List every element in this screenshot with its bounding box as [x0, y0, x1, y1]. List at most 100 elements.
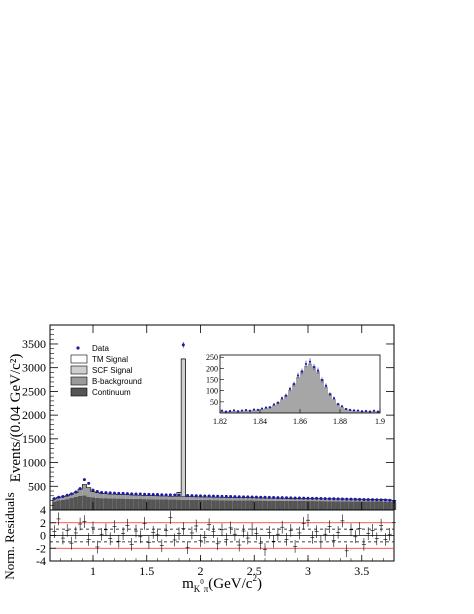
b-background-bar: [292, 498, 298, 501]
legend-label: TM Signal: [92, 355, 128, 364]
x-tick-label: 1: [90, 564, 96, 578]
data-point: [319, 497, 323, 501]
data-point: [272, 495, 276, 499]
data-point: [224, 494, 228, 498]
b-background-bar: [176, 496, 182, 500]
inset-model-bar: [328, 393, 332, 413]
continuum-bar: [99, 498, 104, 510]
inset-data-point: [352, 409, 356, 412]
b-background-bar: [267, 497, 272, 501]
data-point: [113, 491, 116, 495]
data-point: [306, 496, 310, 500]
inset-model-bar: [252, 410, 256, 413]
data-markers: [52, 342, 396, 504]
x-tick-label: 1.5: [139, 564, 154, 578]
b-background-bar: [60, 496, 66, 500]
inset-model-bar: [264, 408, 268, 413]
b-background-bar: [228, 497, 233, 501]
b-background-bar: [237, 497, 242, 501]
data-point: [78, 487, 82, 491]
main-y-axis: 500 1000 1500 2000 2500 3000 3500: [22, 325, 394, 510]
continuum-bar: [387, 501, 392, 510]
continuum-bar: [241, 500, 246, 510]
continuum-bar: [219, 500, 225, 510]
inset-data-point: [328, 393, 332, 396]
inset-axes: 50 100 150 200 250 1.82 1.84 1.86 1.88 1.9: [206, 353, 385, 426]
continuum-bar: [73, 496, 78, 510]
y-tick-label: 3000: [22, 361, 46, 375]
y-tick-label: 3500: [22, 337, 46, 351]
inset-data-point: [300, 370, 304, 373]
data-point: [61, 494, 65, 498]
data-point: [160, 493, 164, 497]
b-background-bar: [305, 498, 311, 501]
legend-label: SCF Signal: [92, 366, 133, 375]
b-background-bar: [120, 494, 126, 499]
inset-model-bar: [372, 411, 376, 413]
b-background-bar: [297, 498, 302, 501]
b-background-bar: [133, 495, 139, 499]
continuum-bar: [69, 497, 74, 510]
data-point: [332, 497, 336, 501]
legend-swatch: [70, 376, 88, 386]
inset-data-markers: [220, 358, 380, 413]
data-point: [259, 495, 263, 499]
data-point: [254, 495, 258, 499]
b-background-bar: [95, 492, 100, 498]
b-background-bar: [271, 498, 276, 501]
inset-data-point: [260, 407, 264, 410]
b-background-bar: [198, 496, 203, 500]
inset-model-bar: [292, 383, 296, 413]
b-background-bar: [155, 495, 160, 500]
b-background-bar: [189, 496, 195, 500]
continuum-bar: [215, 500, 220, 510]
inset-model-bar: [272, 404, 276, 413]
continuum-bar: [56, 500, 61, 510]
continuum-bar: [258, 500, 263, 510]
data-point: [246, 495, 250, 499]
inset-data-point: [316, 369, 320, 372]
data-point: [371, 498, 374, 502]
b-background-bar: [284, 498, 289, 501]
legend-label: Continuum: [92, 388, 131, 397]
inset-model-bar: [276, 402, 280, 413]
inset-data-point: [372, 409, 376, 412]
data-point: [280, 496, 284, 500]
residual-y-tick-label: 0: [40, 529, 46, 543]
b-background-bar: [99, 493, 104, 499]
continuum-bar: [82, 495, 87, 510]
b-background-bar: [108, 494, 113, 499]
b-background-bar: [142, 495, 147, 500]
x-tick-label: 3: [305, 564, 311, 578]
data-point: [57, 495, 61, 499]
continuum-bar: [331, 501, 336, 510]
inset-data-point: [364, 409, 368, 413]
b-background-bar: [211, 497, 216, 501]
legend-swatch: [70, 354, 88, 364]
tm-signal-outline: [52, 358, 397, 501]
continuum-bar: [112, 498, 117, 510]
b-background-bar: [232, 497, 238, 501]
continuum-bar: [284, 500, 289, 510]
inset-model-bar: [256, 409, 260, 413]
inset-model-bar: [284, 395, 288, 413]
residual-y-axis-label: Norm. Residuals: [2, 492, 17, 579]
data-point: [108, 491, 112, 495]
x-axis-label: mK0π(GeV/c2): [182, 573, 262, 594]
inset-model-bar: [240, 410, 244, 413]
data-point: [276, 496, 280, 500]
continuum-bar: [181, 499, 186, 510]
legend-swatch: [70, 387, 88, 397]
continuum-bar: [155, 499, 160, 510]
continuum-bar: [133, 498, 139, 510]
inset-model-bar: [344, 408, 348, 413]
inset-model-bar: [352, 410, 356, 413]
continuum-bar: [327, 501, 332, 510]
data-point: [52, 497, 56, 501]
data-point: [383, 498, 387, 502]
inset-data-point: [320, 378, 324, 382]
inset-panel: 50 100 150 200 250 1.82 1.84 1.86 1.88 1.9: [206, 353, 385, 426]
data-point: [82, 478, 86, 482]
